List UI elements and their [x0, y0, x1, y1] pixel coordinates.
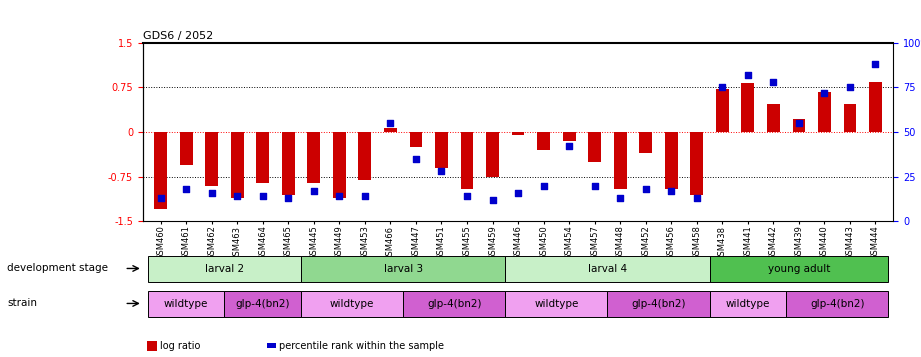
Text: log ratio: log ratio — [160, 341, 201, 351]
Point — [612, 195, 627, 201]
Bar — [665, 132, 678, 188]
Text: glp-4(bn2): glp-4(bn2) — [631, 299, 686, 309]
Point — [511, 190, 526, 196]
Text: glp-4(bn2): glp-4(bn2) — [236, 299, 290, 309]
Bar — [787, 291, 888, 317]
Bar — [506, 256, 709, 282]
Point — [869, 61, 883, 67]
Bar — [741, 83, 754, 132]
Point — [740, 72, 755, 78]
Point — [230, 193, 245, 199]
Text: larval 2: larval 2 — [204, 264, 244, 274]
Text: wildtype: wildtype — [726, 299, 770, 309]
Text: wildtype: wildtype — [534, 299, 578, 309]
Bar — [460, 132, 473, 188]
Text: glp-4(bn2): glp-4(bn2) — [427, 299, 482, 309]
Point — [562, 144, 577, 149]
Bar — [537, 132, 550, 150]
Bar — [301, 291, 403, 317]
Text: larval 4: larval 4 — [588, 264, 627, 274]
Text: wildtype: wildtype — [164, 299, 208, 309]
Point — [588, 183, 602, 188]
Bar — [358, 132, 371, 180]
Bar — [231, 132, 243, 197]
Point — [664, 188, 679, 194]
Bar — [225, 291, 301, 317]
Text: glp-4(bn2): glp-4(bn2) — [810, 299, 865, 309]
Point — [715, 85, 729, 90]
Point — [409, 156, 424, 162]
Bar — [403, 291, 506, 317]
Text: development stage: development stage — [7, 263, 109, 273]
Bar — [639, 132, 652, 153]
Point — [638, 186, 653, 192]
Text: young adult: young adult — [768, 264, 830, 274]
Bar — [506, 291, 608, 317]
Bar — [613, 132, 626, 188]
Point — [536, 183, 551, 188]
Point — [817, 90, 832, 96]
Text: GDS6 / 2052: GDS6 / 2052 — [143, 31, 213, 41]
Point — [204, 190, 219, 196]
Bar — [486, 132, 499, 177]
Bar — [301, 256, 506, 282]
Bar — [709, 291, 787, 317]
Text: strain: strain — [7, 298, 38, 308]
Text: wildtype: wildtype — [330, 299, 374, 309]
Bar — [563, 132, 576, 141]
Bar — [148, 291, 225, 317]
Bar — [410, 132, 423, 147]
Bar — [435, 132, 448, 168]
Bar — [767, 104, 780, 132]
Point — [357, 193, 372, 199]
Point — [153, 195, 168, 201]
Point — [434, 169, 449, 174]
Point — [843, 85, 857, 90]
Bar — [608, 291, 709, 317]
Point — [690, 195, 705, 201]
Bar — [793, 119, 805, 132]
Point — [383, 120, 398, 126]
Bar — [333, 132, 345, 197]
Point — [307, 188, 321, 194]
Bar — [869, 81, 882, 132]
Point — [485, 197, 500, 203]
Bar — [205, 132, 218, 186]
Point — [766, 79, 781, 85]
Text: percentile rank within the sample: percentile rank within the sample — [279, 341, 444, 351]
Bar — [154, 132, 167, 210]
Bar — [148, 256, 301, 282]
Bar — [384, 128, 397, 132]
Bar — [709, 256, 888, 282]
Bar — [589, 132, 601, 162]
Text: larval 3: larval 3 — [384, 264, 423, 274]
Bar — [256, 132, 269, 183]
Point — [179, 186, 193, 192]
Bar — [512, 132, 524, 135]
Bar — [282, 132, 295, 195]
Point — [460, 193, 474, 199]
Bar — [844, 104, 857, 132]
Point — [791, 120, 806, 126]
Point — [281, 195, 296, 201]
Point — [332, 193, 346, 199]
Bar — [716, 89, 729, 132]
Point — [255, 193, 270, 199]
Bar — [818, 92, 831, 132]
Bar — [308, 132, 321, 183]
Bar — [691, 132, 703, 195]
Bar — [180, 132, 192, 165]
